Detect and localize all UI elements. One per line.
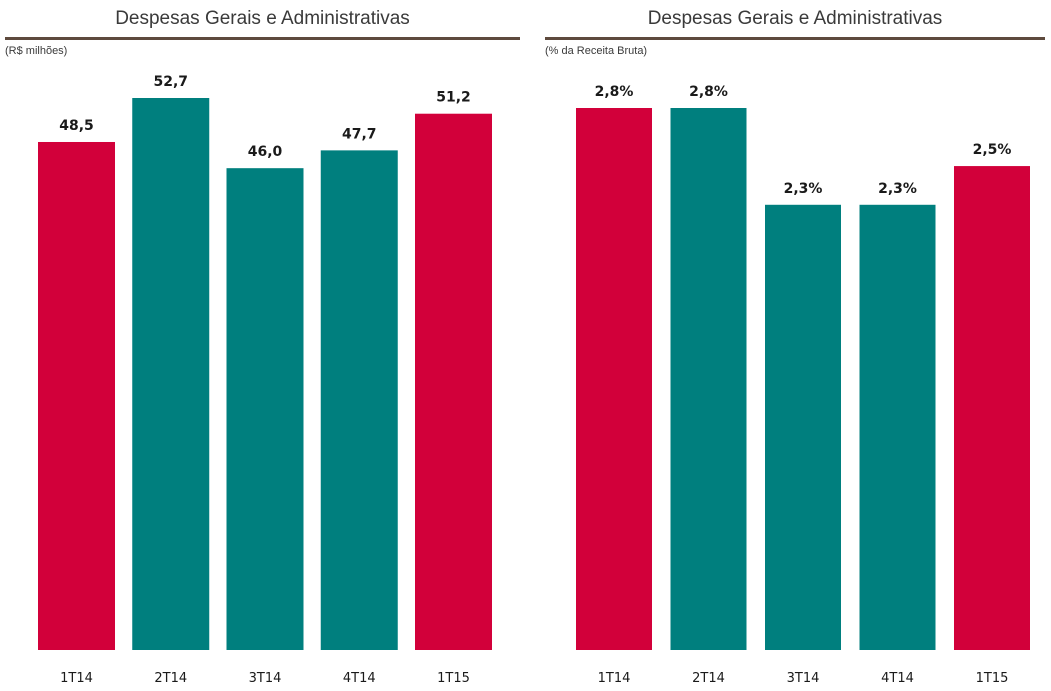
data-label: 2,8% — [689, 84, 728, 100]
data-label: 2,5% — [973, 142, 1012, 158]
bar-1T15 — [954, 166, 1030, 651]
x-tick-label: 2T14 — [154, 671, 187, 686]
title-divider — [545, 37, 1045, 40]
bar-3T14 — [226, 168, 304, 650]
bar-1T14 — [576, 108, 652, 650]
data-label: 47,7 — [342, 126, 377, 142]
x-tick-label: 2T14 — [692, 671, 725, 686]
x-tick-label: 1T15 — [437, 671, 470, 686]
data-label: 2,3% — [784, 181, 823, 197]
bar-3T14 — [765, 204, 841, 651]
chart-panel-right: Despesas Gerais e Administrativas (% da … — [545, 0, 1045, 691]
x-tick-label: 1T14 — [598, 671, 631, 686]
data-label: 52,7 — [153, 74, 188, 90]
unit-label: (% da Receita Bruta) — [545, 45, 648, 57]
data-label: 2,3% — [878, 181, 917, 197]
x-tick-label: 4T14 — [881, 671, 914, 686]
data-label: 51,2 — [436, 90, 471, 106]
bar-chart: 48,5 1T14 52,7 2T14 46,0 3T14 47,7 4T14 51,2 1T15 — [38, 74, 492, 686]
x-tick-label: 1T15 — [976, 671, 1009, 686]
x-tick-label: 4T14 — [343, 671, 376, 686]
x-tick-label: 3T14 — [787, 671, 820, 686]
bar-chart: 2,8% 1T14 2,8% 2T14 2,3% 3T14 2,3% 4T14 2,5% 1T15 — [576, 84, 1030, 686]
data-label: 2,8% — [595, 84, 634, 100]
data-label: 46,0 — [248, 144, 283, 160]
chart-panel-left: Despesas Gerais e Administrativas (R$ mi… — [5, 0, 520, 691]
chart-title: Despesas Gerais e Administrativas — [115, 8, 410, 29]
x-tick-label: 3T14 — [249, 671, 282, 686]
data-label: 48,5 — [59, 118, 94, 134]
unit-label: (R$ milhões) — [5, 45, 68, 57]
x-tick-label: 1T14 — [60, 671, 93, 686]
bar-1T15 — [415, 113, 492, 651]
bar-4T14 — [320, 150, 398, 650]
title-divider — [5, 37, 520, 40]
bar-2T14 — [132, 98, 210, 650]
bar-4T14 — [859, 204, 936, 651]
chart-title: Despesas Gerais e Administrativas — [647, 8, 943, 29]
bar-1T14 — [38, 141, 115, 650]
bar-2T14 — [670, 108, 747, 650]
